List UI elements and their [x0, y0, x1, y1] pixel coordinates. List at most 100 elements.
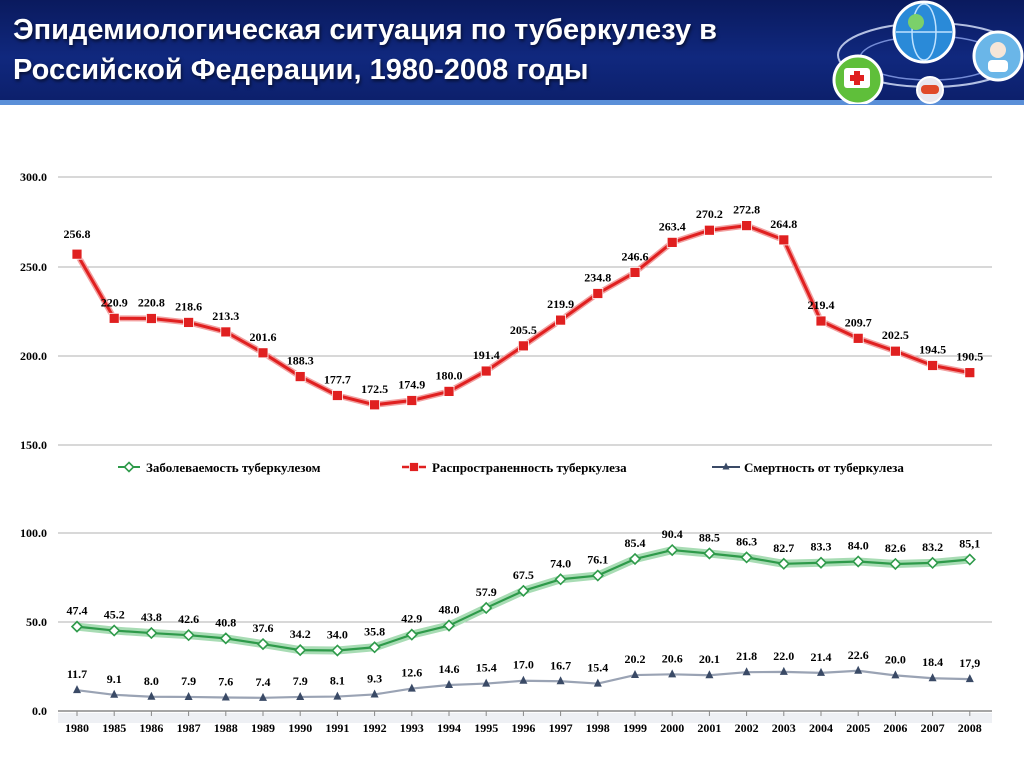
data-point	[184, 691, 193, 700]
x-tick-label: 2001	[697, 721, 721, 735]
data-label: 82.6	[885, 541, 906, 555]
data-point	[257, 347, 269, 359]
data-label: 11.7	[67, 667, 87, 681]
y-tick-label: 300.0	[20, 170, 47, 184]
data-label: 202.5	[882, 328, 909, 342]
data-label: 7.6	[218, 674, 233, 688]
data-point	[777, 557, 790, 570]
data-label: 43.8	[141, 610, 162, 624]
data-label: 16.7	[550, 658, 571, 672]
x-tick-label: 1996	[511, 721, 535, 735]
data-label: 88.5	[699, 530, 720, 544]
data-point	[221, 692, 230, 701]
data-point	[145, 626, 158, 640]
x-tick-label: 2007	[921, 721, 945, 735]
legend-label: Заболеваемость туберкулезом	[146, 460, 321, 475]
data-point	[183, 317, 195, 328]
data-point	[219, 632, 232, 645]
medical-kit-icon	[832, 54, 884, 104]
data-label: 34.0	[327, 627, 348, 641]
data-label: 20.2	[625, 652, 646, 666]
data-label: 172.5	[361, 382, 388, 396]
data-point	[891, 670, 900, 679]
data-point	[145, 313, 157, 324]
data-point	[815, 315, 827, 327]
data-point	[814, 556, 828, 569]
data-label: 246.6	[622, 249, 649, 263]
y-tick-label: 150.0	[20, 438, 47, 452]
y-tick-label: 50.0	[26, 615, 47, 629]
series-line	[75, 224, 971, 407]
y-tick-label: 100.0	[20, 526, 47, 540]
data-label: 220.8	[138, 296, 165, 310]
series-prevalence: 256.8 220.9 220.8 218.6 213.3 201.6 188.3 177.7…	[64, 203, 983, 411]
data-label: 42.9	[401, 612, 422, 626]
doctor-icon	[972, 30, 1024, 82]
data-label: 20.6	[662, 651, 683, 665]
data-label: 67.5	[513, 568, 534, 582]
data-label: 8.0	[144, 674, 159, 688]
data-label: 9.1	[107, 672, 122, 686]
legend-marker	[409, 462, 419, 472]
y-axis: 150.0 200.0 250.0 300.0 0.0 50.0 100.0	[20, 170, 47, 718]
data-point	[480, 365, 492, 377]
data-point	[71, 248, 83, 260]
x-tick-label: 1987	[177, 721, 201, 735]
x-tick-label: 1986	[139, 721, 163, 735]
header-strip	[0, 100, 1024, 105]
data-point	[405, 628, 418, 641]
data-point	[928, 673, 937, 682]
legend-marker	[123, 461, 135, 473]
data-point	[331, 644, 344, 657]
data-point	[778, 234, 790, 246]
data-point	[889, 557, 902, 571]
data-label: 264.8	[770, 217, 797, 231]
data-point	[965, 674, 974, 683]
data-point	[742, 667, 751, 676]
data-point	[817, 667, 825, 676]
data-point	[591, 569, 604, 582]
data-point	[333, 691, 342, 700]
data-point	[220, 326, 232, 338]
x-tick-label: 2003	[772, 721, 796, 735]
data-label: 85,1	[959, 537, 980, 551]
x-tick-label: 1990	[288, 721, 312, 735]
data-label: 234.8	[584, 270, 611, 284]
data-label: 205.5	[510, 323, 537, 337]
data-point	[70, 620, 84, 633]
x-tick-label: 1994	[437, 721, 461, 735]
data-point	[740, 551, 753, 564]
data-point	[370, 689, 379, 698]
data-point	[406, 395, 418, 406]
x-tick-label: 1991	[325, 721, 349, 735]
data-label: 48.0	[439, 603, 460, 617]
data-point	[890, 345, 901, 357]
x-tick-label: 1999	[623, 721, 647, 735]
data-label: 7.9	[293, 674, 308, 688]
x-tick-label: 2005	[846, 721, 870, 735]
x-tick-label: 1995	[474, 721, 498, 735]
data-point	[369, 399, 381, 411]
data-label: 188.3	[287, 354, 314, 368]
data-point	[517, 584, 530, 597]
data-label: 83.3	[811, 540, 832, 554]
data-label: 21.8	[736, 649, 757, 663]
legend-label: Смертность от туберкулеза	[744, 460, 904, 475]
data-label: 37.6	[253, 621, 274, 635]
data-point	[73, 685, 81, 694]
x-tick-label: 1997	[549, 721, 573, 735]
data-label: 219.4	[808, 298, 835, 312]
data-label: 45.2	[104, 608, 125, 622]
data-label: 20.1	[699, 652, 720, 666]
data-label: 57.9	[476, 585, 497, 599]
series-line-glow	[74, 222, 971, 408]
data-label: 7.4	[256, 675, 271, 689]
data-label: 47.4	[67, 604, 88, 618]
data-point	[963, 553, 976, 566]
series-incidence: 47.4 45.2 43.8 42.6 40.8 37.6 34.2 34.0 35.8 42.9…	[67, 527, 980, 657]
data-point	[482, 678, 491, 687]
legend-item-mortality: Смертность от туберкулеза	[712, 460, 904, 475]
data-label: 22.6	[848, 648, 869, 662]
data-label: 90.4	[662, 527, 683, 541]
data-label: 190.5	[956, 350, 983, 364]
